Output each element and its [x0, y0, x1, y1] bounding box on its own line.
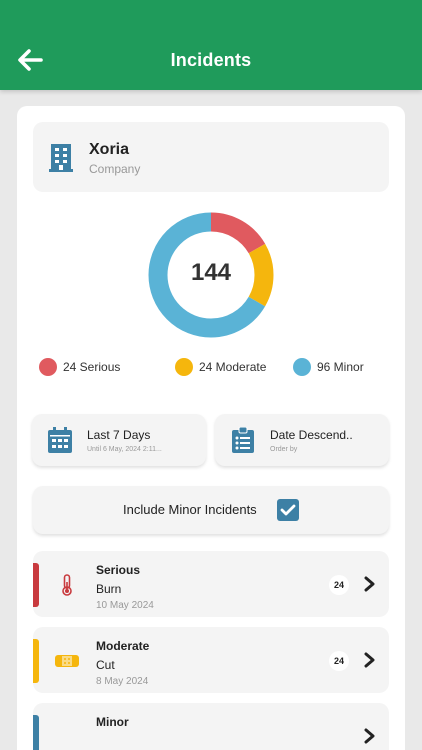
- sort-filter-title: Date Descend..: [270, 428, 353, 442]
- incident-type: Burn: [96, 582, 122, 596]
- legend-moderate-label: 24 Moderate: [199, 360, 267, 374]
- incident-type: Cut: [96, 658, 115, 672]
- back-button[interactable]: [16, 46, 44, 74]
- legend-serious: 24 Serious: [39, 358, 120, 376]
- chevron-right-icon: [364, 576, 375, 592]
- include-minor-checkbox[interactable]: [277, 499, 299, 521]
- company-card: Xoria Company: [33, 122, 389, 192]
- incident-row-minor[interactable]: Minor: [33, 703, 389, 750]
- sort-filter-subtitle: Order by: [270, 446, 298, 453]
- severity-bar: [33, 563, 39, 607]
- incident-donut-chart: [148, 212, 274, 338]
- total-incidents: 144: [190, 259, 232, 286]
- legend-serious-label: 24 Serious: [63, 360, 121, 374]
- company-label: Company: [89, 162, 141, 176]
- arrow-left-icon: [18, 49, 43, 71]
- incident-severity: Moderate: [96, 639, 150, 653]
- bandage-icon: [55, 655, 79, 667]
- moderate-dot: [175, 358, 193, 376]
- minor-dot: [293, 358, 311, 376]
- incident-count-badge: 24: [329, 651, 349, 671]
- legend-minor: 96 Minor: [293, 358, 364, 376]
- date-range-filter[interactable]: Last 7 Days Until 6 May, 2024 2:11...: [32, 414, 206, 466]
- legend-minor-label: 96 Minor: [317, 360, 364, 374]
- chevron-right-icon: [364, 728, 375, 744]
- incident-date: 8 May 2024: [96, 676, 149, 687]
- app-bar: Incidents: [0, 0, 422, 90]
- page-title: Incidents: [170, 50, 252, 70]
- thermometer-icon: [62, 574, 72, 596]
- check-icon: [280, 504, 296, 516]
- minor-segment: [148, 212, 274, 338]
- serious-dot: [39, 358, 57, 376]
- severity-bar: [33, 715, 39, 750]
- incident-row-serious[interactable]: Serious Burn 10 May 2024 24: [33, 551, 389, 617]
- clipboard-list-icon: [232, 427, 254, 453]
- sort-order-filter[interactable]: Date Descend.. Order by: [215, 414, 389, 466]
- date-filter-subtitle: Until 6 May, 2024 2:11...: [87, 446, 162, 453]
- include-minor-toggle[interactable]: Include Minor Incidents: [33, 486, 389, 534]
- calendar-icon: [48, 427, 72, 453]
- severity-bar: [33, 639, 39, 683]
- chevron-right-icon: [364, 652, 375, 668]
- incident-date: 10 May 2024: [96, 600, 154, 611]
- include-minor-label: Include Minor Incidents: [123, 502, 257, 517]
- incident-severity: Serious: [96, 563, 141, 577]
- incident-count-badge: 24: [329, 575, 349, 595]
- incident-severity: Minor: [96, 715, 129, 729]
- incidents-panel: Xoria Company 144 24 Serious 24 Moderate…: [17, 106, 405, 750]
- moderate-segment: [148, 212, 274, 338]
- incident-row-moderate[interactable]: Moderate Cut 8 May 2024 24: [33, 627, 389, 693]
- date-filter-title: Last 7 Days: [87, 428, 151, 442]
- company-name: Xoria: [89, 141, 130, 158]
- legend-moderate: 24 Moderate: [175, 358, 266, 376]
- building-icon: [49, 144, 73, 172]
